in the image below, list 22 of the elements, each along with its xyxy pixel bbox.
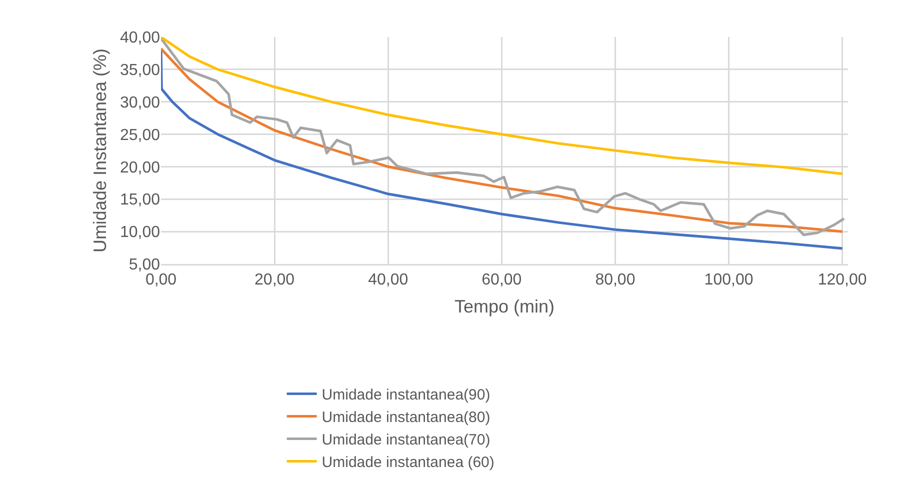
x-tick-label: 80,00 [595,272,636,289]
x-axis-title: Tempo (min) [454,296,555,317]
x-tick-label: 100,00 [704,272,754,289]
y-tick-label: 20,00 [120,159,160,176]
legend-label: Umidade instantanea(80) [322,409,490,426]
x-tick-label: 40,00 [368,272,408,289]
x-tick-label: 60,00 [482,272,522,289]
y-tick-label: 30,00 [120,94,160,112]
y-axis-title: Umidade Instantanea (%) [90,48,110,253]
line-series [161,37,844,176]
y-tick-label: 10,00 [120,224,160,242]
y-tick-label: 35,00 [120,62,160,80]
y-tick-label: 5,00 [128,256,160,274]
legend-label: Umidade instantanea(70) [322,432,490,449]
legend-label: Umidade instantanea (60) [322,454,494,472]
x-tick-label: 0,00 [145,272,177,289]
legend-label: Umidade instantanea(90) [322,386,490,404]
x-tick-label: 20,00 [254,272,295,289]
y-tick-label: 40,00 [120,30,160,47]
y-tick-label: 15,00 [120,192,160,209]
x-tick-label: 120,00 [818,272,867,289]
y-tick-label: 25,00 [120,126,160,144]
